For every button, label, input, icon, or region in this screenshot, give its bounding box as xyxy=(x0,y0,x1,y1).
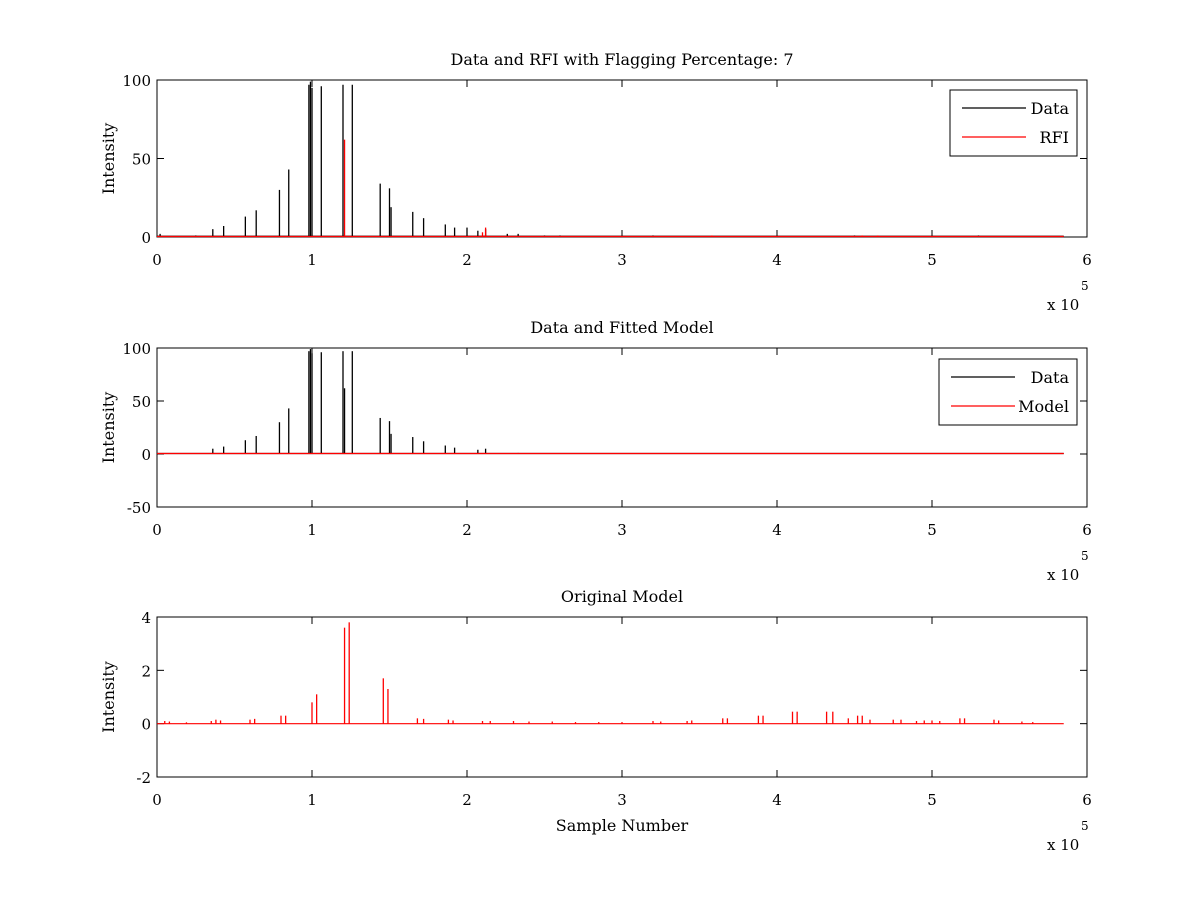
y-tick-label: 50 xyxy=(132,393,151,411)
y-tick-label: 100 xyxy=(122,340,151,358)
x-exponent-power: 5 xyxy=(1081,549,1089,563)
series-rfi xyxy=(157,139,1064,238)
y-tick-label: -50 xyxy=(127,499,151,517)
y-tick-label: 50 xyxy=(132,151,151,169)
legend-label: RFI xyxy=(1040,128,1069,147)
x-tick-label: 0 xyxy=(152,521,162,539)
x-tick-label: 4 xyxy=(772,251,782,269)
y-tick-label: -2 xyxy=(136,769,151,787)
x-tick-label: 4 xyxy=(772,791,782,809)
x-tick-label: 6 xyxy=(1082,521,1092,539)
x-tick-label: 4 xyxy=(772,521,782,539)
legend-label: Model xyxy=(1018,397,1069,416)
legend: Data RFI xyxy=(949,89,1078,157)
x-tick-label: 3 xyxy=(617,521,627,539)
y-axis-label: Intensity xyxy=(99,661,118,733)
legend-label: Data xyxy=(1031,368,1070,387)
x-exponent-base: x 10 xyxy=(1047,836,1079,854)
x-tick-label: 2 xyxy=(462,251,472,269)
y-tick-label: 0 xyxy=(141,229,151,247)
subplot-1: Data and RFI with Flagging Percentage: 7… xyxy=(99,50,1092,314)
x-tick-label: 5 xyxy=(927,251,937,269)
x-tick-label: 0 xyxy=(152,791,162,809)
y-tick-label: 2 xyxy=(141,662,151,680)
y-axis-label: Intensity xyxy=(99,123,118,195)
chart-title: Original Model xyxy=(561,587,683,606)
x-tick-label: 2 xyxy=(462,791,472,809)
x-exponent-base: x 10 xyxy=(1047,566,1079,584)
y-axis-label: Intensity xyxy=(99,392,118,464)
x-tick-label: 6 xyxy=(1082,251,1092,269)
legend-box xyxy=(938,358,1078,426)
subplot-container: Data and RFI with Flagging Percentage: 7… xyxy=(99,50,1092,854)
x-exponent-power: 5 xyxy=(1081,279,1089,293)
legend-label: Data xyxy=(1031,99,1070,118)
x-tick-label: 1 xyxy=(307,791,317,809)
y-tick-label: 100 xyxy=(122,72,151,90)
y-tick-label: 4 xyxy=(141,609,151,627)
series-model xyxy=(157,622,1064,725)
legend-box xyxy=(949,89,1078,157)
chart-title: Data and Fitted Model xyxy=(530,318,713,337)
chart-title: Data and RFI with Flagging Percentage: 7 xyxy=(450,50,793,69)
x-tick-label: 2 xyxy=(462,521,472,539)
x-axis-label: Sample Number xyxy=(556,816,689,835)
legend: Data Model xyxy=(938,358,1078,426)
x-exponent-base: x 10 xyxy=(1047,296,1079,314)
y-tick-label: 0 xyxy=(141,446,151,464)
x-tick-label: 5 xyxy=(927,791,937,809)
x-tick-label: 6 xyxy=(1082,791,1092,809)
x-tick-label: 3 xyxy=(617,791,627,809)
x-tick-label: 5 xyxy=(927,521,937,539)
x-tick-label: 1 xyxy=(307,521,317,539)
y-tick-label: 0 xyxy=(141,716,151,734)
x-tick-label: 1 xyxy=(307,251,317,269)
x-tick-label: 0 xyxy=(152,251,162,269)
x-exponent-power: 5 xyxy=(1081,819,1089,833)
x-tick-label: 3 xyxy=(617,251,627,269)
